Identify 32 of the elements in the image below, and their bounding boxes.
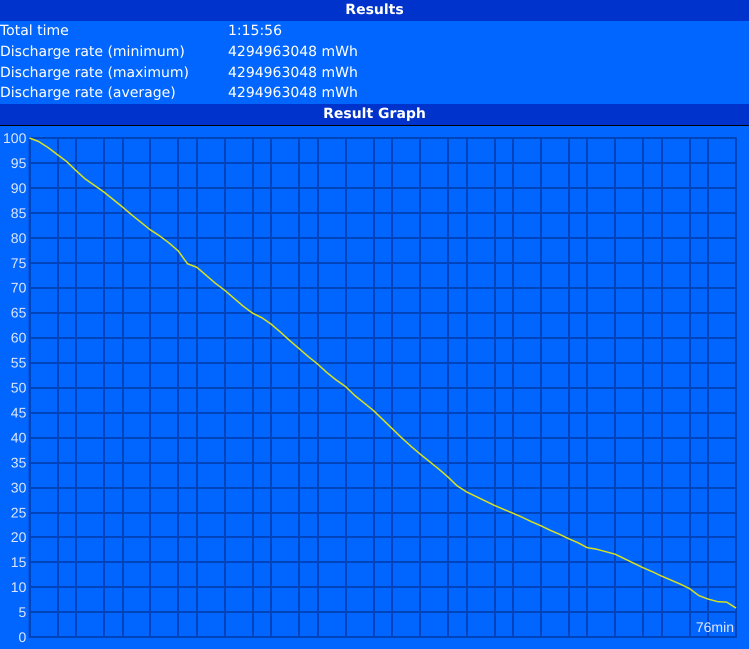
y-tick-label: 85 [10, 204, 27, 221]
y-tick-label: 70 [10, 280, 27, 296]
y-tick-label: 25 [10, 504, 27, 520]
y-tick-label: 45 [10, 404, 27, 420]
text: 4294963048 mWh [228, 64, 359, 82]
y-tick-label: 40 [10, 429, 27, 446]
x-axis-title: 76min [696, 619, 734, 635]
y-tick-label: 75 [10, 254, 27, 271]
text: 4294963048 mWh [228, 84, 359, 104]
y-tick-label: 65 [10, 304, 27, 321]
y-tick-label: 15 [10, 554, 27, 570]
y-tick-label: 50 [10, 380, 27, 396]
y-tick-label: 0 [18, 629, 27, 645]
text: Discharge rate (minimum) [0, 42, 186, 62]
y-tick-label: 100 [3, 130, 27, 146]
y-tick-label: 60 [10, 330, 27, 346]
chart-title: Results [0, 0, 749, 21]
text: Total time [0, 22, 70, 41]
y-tick-label: 55 [10, 354, 27, 371]
y-tick-label: 30 [10, 479, 27, 496]
y-tick-label: 20 [10, 529, 27, 546]
y-tick-label: 35 [10, 454, 27, 470]
text: Discharge rate (maximum) [0, 64, 190, 82]
text: Discharge rate (average) [0, 84, 177, 104]
y-tick-label: 90 [10, 180, 27, 196]
y-tick-label: 5 [18, 604, 27, 620]
y-tick-label: 95 [10, 154, 27, 171]
chart-subtitle: Result Graph [0, 104, 749, 125]
text: 4294963048 mWh [228, 42, 359, 62]
text: 1:15:56 [228, 22, 283, 41]
y-tick-label: 10 [10, 579, 27, 596]
y-tick-label: 80 [10, 230, 27, 246]
